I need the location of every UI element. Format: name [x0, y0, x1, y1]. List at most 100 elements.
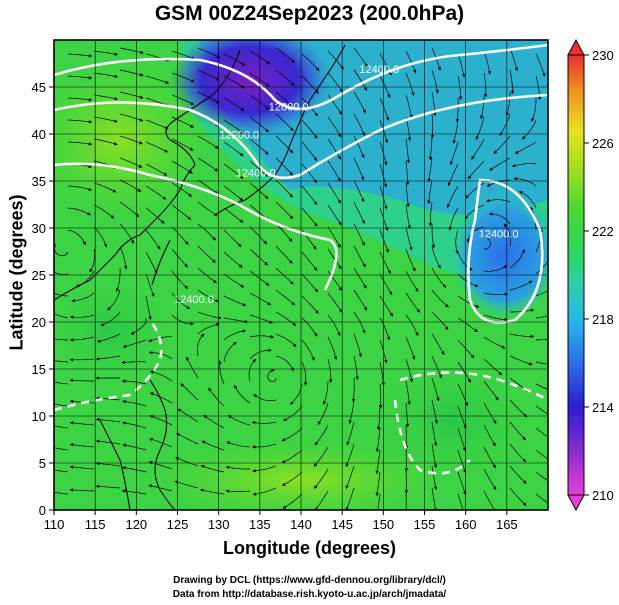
streamline — [223, 163, 244, 179]
streamline — [353, 47, 369, 68]
streamline — [535, 338, 548, 341]
streamline — [327, 116, 342, 138]
streamline — [100, 311, 121, 327]
streamline — [353, 267, 367, 289]
streamline — [455, 229, 459, 254]
streamline — [171, 226, 189, 245]
streamline — [313, 446, 329, 467]
streamline — [301, 163, 318, 184]
streamline — [275, 135, 294, 154]
streamline — [249, 248, 268, 266]
streamline — [223, 141, 244, 157]
streamline — [317, 402, 329, 425]
streamline — [509, 47, 519, 72]
streamline — [379, 207, 389, 232]
streamline — [69, 336, 95, 342]
streamline — [203, 414, 225, 429]
streamline — [353, 223, 365, 246]
streamline — [93, 116, 118, 123]
streamline — [327, 358, 333, 384]
streamline — [119, 157, 143, 168]
streamline — [177, 408, 199, 423]
streamline — [509, 421, 527, 441]
streamline — [121, 379, 147, 385]
streamline — [457, 361, 471, 383]
streamline — [89, 248, 95, 273]
streamline — [54, 292, 69, 297]
streamline — [249, 314, 273, 324]
streamline — [405, 270, 419, 292]
streamline — [405, 182, 410, 208]
contour-labels: 12000.0 12200.0 12400.0 12400.0 12400.0 12400… — [174, 64, 518, 306]
streamline — [379, 317, 391, 341]
streamline — [197, 69, 220, 81]
streamline — [509, 399, 528, 418]
streamline — [249, 292, 272, 306]
streamline — [535, 260, 548, 275]
southeast-shading — [370, 360, 530, 480]
streamline — [171, 292, 191, 310]
streamline — [353, 157, 365, 181]
streamline — [327, 160, 341, 182]
y-tick-label: 45 — [32, 80, 46, 95]
streamline — [275, 333, 297, 347]
streamline — [457, 405, 467, 429]
y-tick-label: 20 — [32, 315, 46, 330]
streamline — [509, 249, 525, 269]
x-tick-label: 160 — [455, 517, 477, 532]
streamline — [301, 207, 318, 227]
streamline — [353, 135, 365, 159]
streamline — [327, 314, 341, 337]
streamline — [145, 75, 170, 84]
streamline — [301, 317, 318, 337]
streamline — [405, 204, 411, 230]
streamline — [249, 335, 275, 339]
streamline — [93, 226, 108, 248]
streamline — [149, 414, 173, 426]
streamline — [509, 333, 535, 339]
streamline — [95, 417, 121, 423]
streamline — [225, 489, 251, 493]
streamline — [54, 338, 69, 341]
streamline — [431, 355, 442, 379]
streamline — [275, 267, 294, 285]
streamline — [223, 329, 247, 341]
streamline — [201, 440, 225, 451]
streamline — [197, 323, 220, 335]
streamline — [197, 311, 222, 320]
streamline — [249, 226, 268, 245]
streamline — [122, 339, 147, 348]
streamline — [281, 471, 303, 487]
streamline — [301, 295, 319, 314]
streamline — [509, 355, 533, 366]
streamline — [197, 179, 218, 195]
streamline — [275, 311, 297, 326]
contour-label: 12400.0 — [479, 228, 519, 240]
streamline — [275, 179, 293, 198]
y-tick-label: 10 — [32, 409, 46, 424]
streamline — [223, 75, 245, 89]
contour-label: 12400.0 — [359, 64, 399, 76]
streamline — [171, 72, 195, 83]
streamline — [223, 97, 245, 112]
streamline — [145, 163, 168, 176]
streamline — [509, 69, 515, 95]
streamline — [457, 295, 480, 308]
credit-data: Data from http://database.rish.kyoto-u.a… — [172, 589, 447, 600]
colorbar-tick-label: 214 — [592, 400, 614, 415]
x-tick-label: 130 — [208, 517, 230, 532]
streamline — [405, 380, 411, 406]
streamline — [252, 487, 277, 496]
streamline — [180, 383, 199, 401]
streamline — [327, 270, 343, 291]
streamline — [457, 75, 463, 101]
streamline — [67, 141, 93, 146]
colorbar-ticks: 210 214 218 222 226 230 — [584, 48, 614, 503]
y-tick-label: 25 — [32, 268, 46, 283]
korea-coast — [204, 49, 241, 101]
streamline — [379, 251, 391, 274]
streamline — [351, 377, 356, 403]
streamline — [465, 182, 485, 199]
streamline — [379, 97, 390, 121]
streamline — [457, 471, 467, 496]
